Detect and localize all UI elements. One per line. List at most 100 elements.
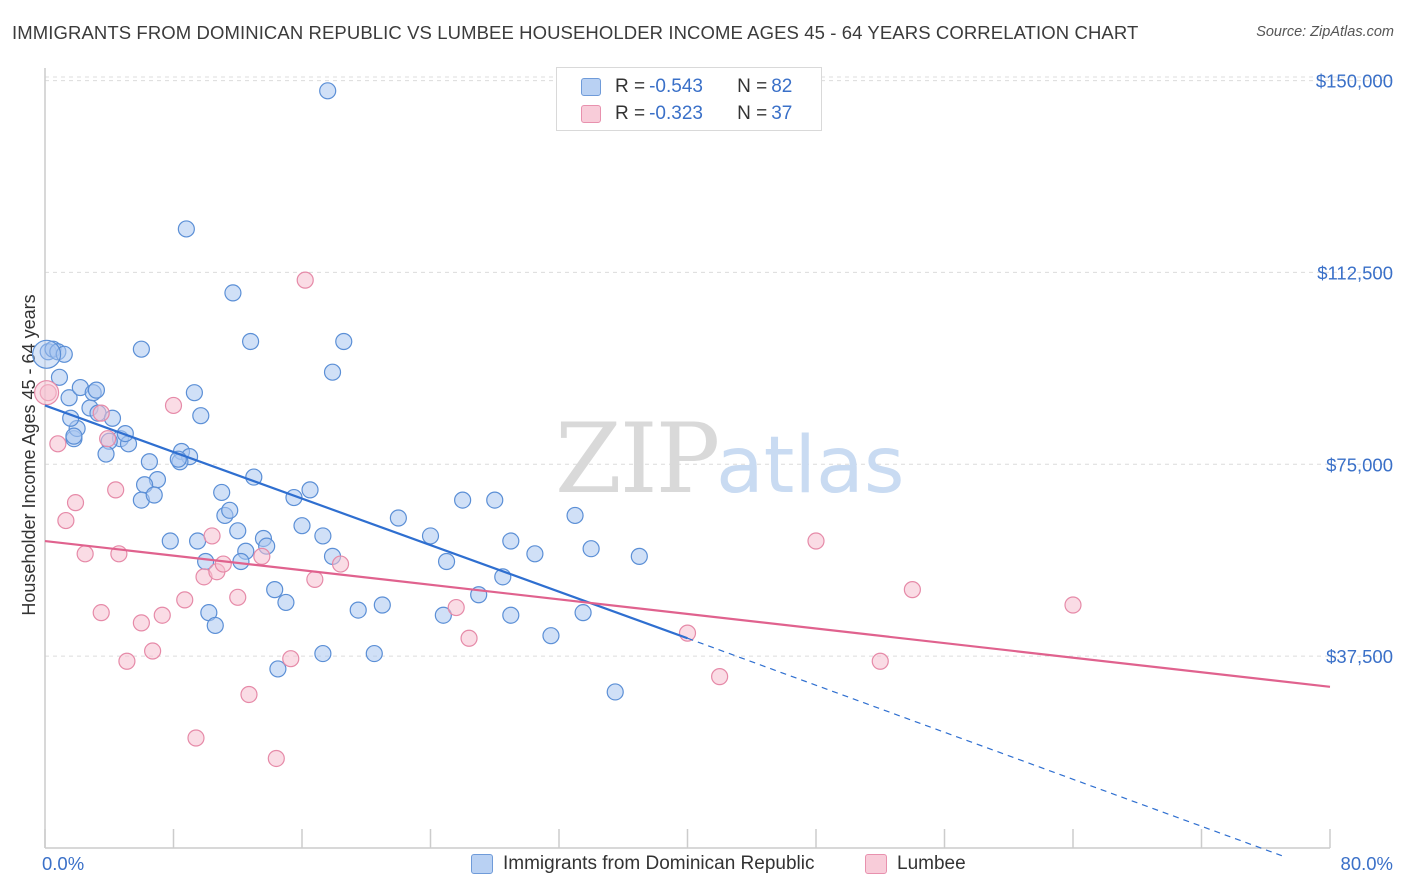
trend-lines [44,404,1331,857]
data-point-lumbee [132,614,150,632]
data-point-lumbee [240,685,258,704]
r-label: R = [615,76,646,97]
data-point-lumbee [229,588,247,606]
series-immigrants-dominican-republic [32,82,648,701]
data-point-lumbee [331,555,350,573]
data-point-immigrants [206,616,224,635]
data-point-immigrants [188,532,207,550]
legend-item-lumbee[interactable]: Lumbee [865,850,966,878]
data-point-immigrants [87,381,106,399]
pink-swatch [581,105,601,123]
y-tick-labels: $37,500 $75,000 $112,500 $150,000 [1316,71,1393,668]
data-point-immigrants [434,606,452,624]
data-point-lumbee [447,598,465,617]
stats-row-blue: R = -0.543 N = 82 [581,74,792,100]
data-point-lumbee [460,629,478,647]
data-point-lumbee [214,555,232,573]
data-point-immigrants [277,593,295,612]
x-tick-labels: 0.0% 80.0% [42,853,1393,874]
grid-lines [45,76,1392,657]
data-point-immigrants [32,339,62,369]
data-point-immigrants [502,606,520,624]
data-point-immigrants [314,527,332,545]
data-point-immigrants [229,522,247,540]
legend-label: Immigrants from Dominican Republic [503,853,815,874]
data-point-immigrants [502,532,520,550]
y-tick-label: $75,000 [1326,454,1393,475]
data-point-immigrants [389,509,407,527]
data-point-lumbee [203,527,221,545]
data-point-lumbee [118,652,136,670]
data-point-immigrants [335,332,353,351]
data-point-lumbee [92,404,110,422]
data-point-immigrants [132,340,150,358]
data-point-lumbee [76,545,94,563]
data-point-immigrants [437,552,456,571]
data-point-immigrants [50,368,69,386]
data-point-lumbee [99,430,117,448]
data-point-immigrants [454,491,472,509]
watermark-zip: ZIP [555,403,718,515]
data-point-immigrants [314,644,332,663]
data-point-lumbee [807,532,825,550]
blue-swatch [471,854,493,874]
data-point-immigrants [323,363,342,381]
source-label: Source: ZipAtlas.com [1256,24,1394,40]
n-label: N = [737,76,768,97]
data-point-lumbee [711,668,729,686]
r-label: R = [615,103,646,124]
stats-legend: R = -0.543 N = 82 R = -0.323 N = 37 [556,67,822,131]
data-point-lumbee [176,591,194,609]
data-point-immigrants [373,596,391,614]
data-point-lumbee [267,749,285,768]
data-point-immigrants [192,407,210,425]
chart-title: IMMIGRANTS FROM DOMINICAN REPUBLIC VS LU… [12,22,1139,43]
data-point-lumbee [187,729,205,747]
data-point-lumbee [34,380,60,406]
data-point-lumbee [871,652,889,670]
legend-item-immigrants[interactable]: Immigrants from Dominican Republic [471,850,815,878]
data-point-lumbee [164,396,183,415]
data-point-immigrants [221,501,239,519]
data-point-immigrants [574,604,592,622]
data-point-immigrants [185,384,203,402]
y-axis-label: Householder Income Ages 45 - 64 years [19,294,39,615]
blue-swatch [581,78,601,96]
data-point-lumbee [1064,596,1082,614]
series-lumbee [34,271,1082,768]
r-value: -0.323 [649,103,703,124]
axes [44,68,1331,849]
data-point-immigrants [486,491,504,509]
data-point-lumbee [57,511,75,530]
trend-line-lumbee [44,539,1331,688]
data-point-immigrants [232,552,250,571]
data-point-immigrants [65,427,83,445]
data-point-lumbee [49,435,67,453]
data-point-immigrants [630,547,648,565]
data-point-immigrants [421,527,440,545]
stats-row-pink: R = -0.323 N = 37 [581,101,792,127]
data-point-immigrants [566,506,584,525]
data-point-immigrants [293,517,311,535]
data-point-lumbee [153,606,171,624]
data-point-immigrants [349,601,367,619]
n-label: N = [737,103,768,124]
data-point-immigrants [526,545,544,563]
data-point-immigrants [60,389,78,407]
x-tick-label: 80.0% [1341,853,1393,874]
y-tick-label: $112,500 [1317,262,1393,283]
trend-line-immigrants [44,404,688,640]
n-value: 82 [771,76,793,97]
data-point-immigrants [177,220,195,238]
watermark: ZIP atlas [555,403,905,515]
data-point-immigrants [365,644,383,663]
data-point-lumbee [107,481,125,499]
watermark-atlas: atlas [716,421,905,511]
data-point-lumbee [253,547,271,565]
data-point-immigrants [301,481,319,499]
y-tick-label: $150,000 [1316,71,1393,92]
n-value: 37 [771,103,793,124]
data-point-immigrants [140,453,159,471]
data-point-lumbee [903,581,921,599]
